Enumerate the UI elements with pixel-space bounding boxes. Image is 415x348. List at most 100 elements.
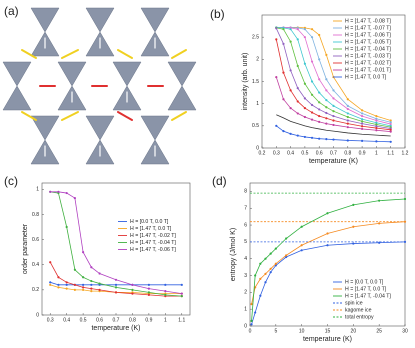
data-point: [326, 244, 329, 247]
y-tick-label: 5: [244, 239, 247, 245]
legend-label: H = [1.47 T, 0.0 T]: [345, 286, 387, 292]
x-tick-label: 0.3: [47, 317, 54, 323]
data-point: [303, 36, 306, 39]
data-point: [346, 139, 349, 142]
data-point: [346, 115, 349, 119]
data-point: [403, 197, 407, 201]
data-point: [65, 287, 68, 290]
legend-label: H = [1.47 T, -0.06 T]: [345, 32, 391, 38]
x-tick-label: 25: [376, 328, 382, 334]
data-point: [90, 283, 93, 286]
x-tick-label: 0.6: [316, 150, 323, 156]
data-point: [90, 266, 93, 269]
data-point: [49, 190, 52, 193]
data-point: [82, 283, 85, 286]
data-point: [285, 254, 288, 257]
data-point: [325, 53, 328, 57]
legend-label: H = [1.47 T, -0.01 T]: [345, 67, 391, 73]
data-point: [361, 139, 364, 143]
data-point: [346, 119, 349, 122]
data-point: [82, 276, 85, 279]
x-tick-label: 0.8: [344, 150, 351, 156]
data-point: [318, 101, 321, 104]
data-point: [325, 138, 328, 141]
data-point: [332, 138, 335, 141]
y-tick-label: 4: [244, 256, 247, 262]
data-point: [310, 80, 314, 83]
data-point: [300, 225, 303, 228]
data-point: [326, 212, 329, 215]
data-point: [289, 89, 292, 92]
data-point: [98, 288, 101, 291]
data-point: [325, 117, 328, 120]
x-tick-label: 0.4: [63, 317, 70, 323]
panel-label: (c): [4, 174, 18, 188]
panel-label: (a): [4, 4, 19, 18]
data-point: [310, 136, 314, 139]
plot-frame: [249, 182, 406, 327]
data-point: [352, 242, 355, 245]
data-point: [65, 191, 68, 195]
data-point: [352, 203, 355, 206]
data-point: [114, 286, 118, 289]
data-point: [303, 82, 306, 85]
data-point: [98, 282, 101, 285]
data-point: [282, 28, 285, 31]
series-line: [50, 281, 182, 286]
data-point: [378, 222, 381, 225]
data-point: [346, 98, 349, 101]
data-point: [346, 122, 349, 125]
data-point: [275, 124, 278, 127]
legend-label: H = [1.47 T, 0.0 T]: [345, 74, 387, 80]
x-tick-label: 0.5: [301, 150, 308, 156]
data-point: [310, 93, 314, 96]
data-point: [180, 292, 183, 295]
legend-label: H = [1.47 T, -0.02 T]: [130, 233, 176, 239]
data-point: [264, 257, 267, 260]
data-point: [300, 249, 303, 252]
data-point: [264, 272, 267, 275]
legend-label: H = [1.47 T, -0.04 T]: [130, 240, 176, 246]
data-point: [325, 122, 328, 125]
data-point: [147, 291, 150, 294]
data-point: [131, 292, 134, 295]
data-point: [346, 112, 349, 115]
y-tick-label: 0: [36, 312, 39, 318]
data-point: [325, 111, 328, 115]
data-point: [375, 121, 378, 124]
y-tick-label: 2: [244, 290, 247, 296]
data-point: [389, 140, 392, 143]
data-point: [332, 119, 335, 122]
data-point: [49, 283, 52, 286]
y-axis-label: entropy (J/mol K): [230, 228, 237, 281]
data-point: [164, 290, 167, 293]
data-point: [65, 225, 68, 229]
data-point: [90, 287, 93, 290]
data-point: [275, 75, 278, 79]
data-point: [289, 107, 292, 110]
data-point: [250, 319, 253, 323]
legend-label: H = [1.47 T, -0.06 T]: [130, 247, 176, 253]
data-point: [180, 283, 183, 286]
data-point: [98, 272, 101, 275]
data-point: [289, 132, 292, 135]
data-point: [285, 255, 288, 259]
data-point: [114, 278, 118, 281]
data-point: [90, 279, 93, 283]
x-tick-label: 1: [375, 150, 378, 156]
data-point: [300, 244, 303, 247]
data-point: [325, 89, 328, 92]
x-tick-label: 0.6: [96, 317, 103, 323]
data-point: [250, 323, 253, 326]
data-point: [389, 128, 392, 131]
data-point: [57, 286, 60, 289]
y-tick-label: 0.6: [32, 237, 39, 243]
y-axis-label: order parameter: [22, 223, 29, 274]
data-point: [289, 28, 292, 31]
data-point: [254, 311, 257, 314]
data-point: [361, 120, 364, 123]
series-line: [50, 191, 182, 295]
data-point: [49, 261, 52, 264]
data-point: [282, 71, 285, 74]
x-tick-label: 0.5: [80, 317, 87, 323]
